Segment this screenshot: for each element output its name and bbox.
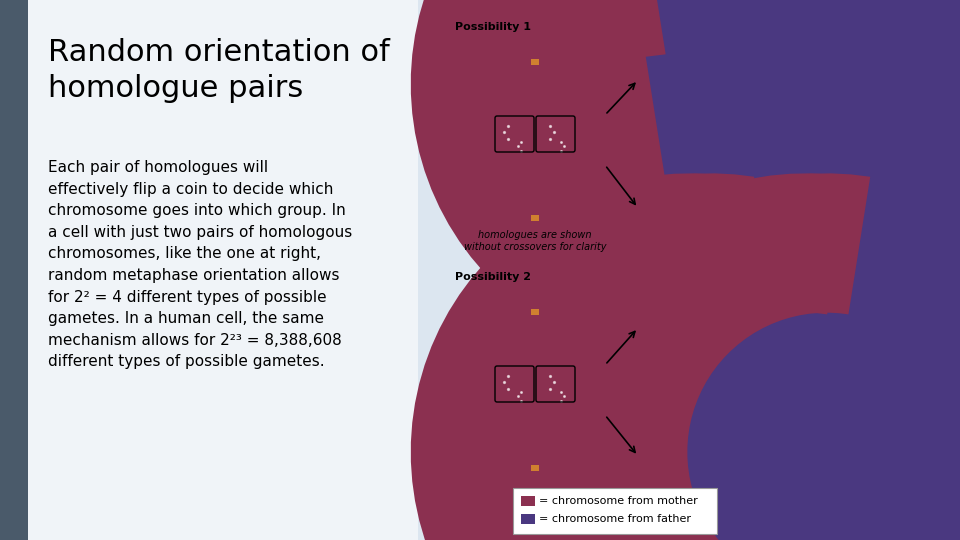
- Bar: [531, 465, 539, 471]
- Ellipse shape: [778, 166, 854, 242]
- Ellipse shape: [680, 64, 720, 104]
- Bar: [638, 150, 878, 258]
- Bar: [521, 514, 535, 524]
- Ellipse shape: [796, 184, 836, 224]
- Polygon shape: [411, 173, 732, 540]
- Bar: [521, 496, 535, 506]
- Text: End products (gametes): End products (gametes): [723, 8, 857, 18]
- Polygon shape: [411, 0, 732, 363]
- Ellipse shape: [470, 308, 600, 472]
- Polygon shape: [432, 173, 755, 540]
- Polygon shape: [555, 136, 567, 157]
- Polygon shape: [762, 0, 960, 483]
- Polygon shape: [548, 173, 870, 540]
- Bar: [638, 398, 878, 506]
- Ellipse shape: [788, 304, 844, 360]
- Polygon shape: [527, 173, 849, 540]
- FancyBboxPatch shape: [513, 488, 717, 534]
- Polygon shape: [646, 53, 960, 540]
- Polygon shape: [543, 369, 558, 395]
- Text: Each pair of homologues will
effectively flip a coin to decide which
chromosome : Each pair of homologues will effectively…: [48, 160, 352, 369]
- Polygon shape: [667, 0, 960, 483]
- Polygon shape: [515, 136, 527, 157]
- Polygon shape: [500, 369, 515, 395]
- Text: Possibility 2: Possibility 2: [455, 272, 531, 282]
- Ellipse shape: [672, 176, 728, 232]
- Polygon shape: [646, 0, 960, 483]
- Polygon shape: [515, 386, 527, 407]
- Ellipse shape: [796, 64, 836, 104]
- Polygon shape: [667, 53, 960, 540]
- Ellipse shape: [778, 414, 854, 490]
- Ellipse shape: [788, 424, 844, 480]
- Text: homologues are shown
without crossovers for clarity: homologues are shown without crossovers …: [464, 230, 607, 252]
- Polygon shape: [500, 119, 515, 145]
- Ellipse shape: [680, 312, 720, 352]
- Ellipse shape: [680, 432, 720, 472]
- Bar: [0, 0, 28, 540]
- Ellipse shape: [796, 312, 836, 352]
- Ellipse shape: [662, 166, 738, 242]
- Polygon shape: [527, 0, 849, 363]
- Ellipse shape: [662, 46, 738, 122]
- Ellipse shape: [778, 294, 854, 370]
- Text: Random orientation of
homologue pairs: Random orientation of homologue pairs: [48, 38, 390, 103]
- Ellipse shape: [680, 184, 720, 224]
- Polygon shape: [783, 0, 960, 483]
- Ellipse shape: [788, 176, 844, 232]
- Ellipse shape: [672, 424, 728, 480]
- Bar: [28, 0, 418, 540]
- Bar: [531, 309, 539, 315]
- Ellipse shape: [778, 46, 854, 122]
- Bar: [638, 30, 878, 138]
- Ellipse shape: [470, 58, 600, 222]
- Ellipse shape: [796, 432, 836, 472]
- Ellipse shape: [788, 56, 844, 112]
- Polygon shape: [783, 53, 960, 540]
- Bar: [638, 278, 878, 386]
- Polygon shape: [762, 53, 960, 540]
- Polygon shape: [548, 0, 870, 363]
- Text: Configuration at metaphase I: Configuration at metaphase I: [453, 8, 616, 18]
- Text: Possibility 1: Possibility 1: [455, 22, 531, 32]
- Ellipse shape: [672, 304, 728, 360]
- Polygon shape: [543, 119, 558, 145]
- Bar: [531, 59, 539, 65]
- Text: = chromosome from father: = chromosome from father: [539, 514, 691, 524]
- Ellipse shape: [662, 294, 738, 370]
- Text: = chromosome from mother: = chromosome from mother: [539, 496, 698, 506]
- Bar: [531, 215, 539, 221]
- Ellipse shape: [662, 414, 738, 490]
- Polygon shape: [432, 0, 755, 363]
- Ellipse shape: [672, 56, 728, 112]
- Polygon shape: [555, 386, 567, 407]
